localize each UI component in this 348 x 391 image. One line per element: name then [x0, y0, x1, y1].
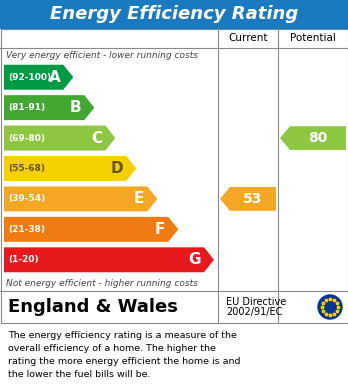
Text: (92-100): (92-100) — [8, 73, 51, 82]
Text: rating the more energy efficient the home is and: rating the more energy efficient the hom… — [8, 357, 240, 366]
Polygon shape — [4, 187, 157, 212]
Bar — [0, 0, 348, 28]
Text: B: B — [70, 100, 81, 115]
Text: (1-20): (1-20) — [8, 255, 39, 264]
Text: EU Directive: EU Directive — [226, 297, 286, 307]
Bar — [0, 29, 348, 323]
Polygon shape — [4, 156, 136, 181]
Polygon shape — [280, 126, 346, 150]
Text: England & Wales: England & Wales — [8, 298, 178, 316]
Text: Energy Efficiency Rating: Energy Efficiency Rating — [50, 5, 298, 23]
Polygon shape — [4, 65, 73, 90]
Text: G: G — [189, 252, 201, 267]
Text: C: C — [91, 131, 102, 145]
Text: (39-54): (39-54) — [8, 194, 45, 203]
Polygon shape — [4, 126, 115, 151]
Text: A: A — [49, 70, 60, 85]
Polygon shape — [4, 95, 94, 120]
Text: the lower the fuel bills will be.: the lower the fuel bills will be. — [8, 370, 150, 379]
Circle shape — [318, 295, 342, 319]
Text: (81-91): (81-91) — [8, 103, 45, 112]
Polygon shape — [220, 187, 276, 211]
Text: F: F — [155, 222, 165, 237]
Polygon shape — [4, 217, 178, 242]
Text: D: D — [111, 161, 123, 176]
Text: The energy efficiency rating is a measure of the: The energy efficiency rating is a measur… — [8, 331, 237, 340]
Text: 2002/91/EC: 2002/91/EC — [226, 307, 282, 317]
Text: E: E — [134, 192, 144, 206]
Text: (69-80): (69-80) — [8, 134, 45, 143]
Polygon shape — [4, 248, 214, 272]
Text: (21-38): (21-38) — [8, 225, 45, 234]
Text: Not energy efficient - higher running costs: Not energy efficient - higher running co… — [6, 278, 198, 287]
Text: Very energy efficient - lower running costs: Very energy efficient - lower running co… — [6, 50, 198, 59]
Text: (55-68): (55-68) — [8, 164, 45, 173]
Text: Current: Current — [228, 33, 268, 43]
Text: 80: 80 — [308, 131, 328, 145]
Text: 53: 53 — [243, 192, 263, 206]
Text: overall efficiency of a home. The higher the: overall efficiency of a home. The higher… — [8, 344, 216, 353]
Text: Potential: Potential — [290, 33, 336, 43]
